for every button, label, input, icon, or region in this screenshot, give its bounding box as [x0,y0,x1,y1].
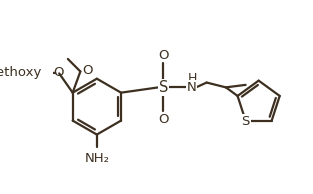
Text: methoxy: methoxy [0,66,42,79]
Text: H: H [187,72,197,85]
Text: O: O [53,66,64,79]
Text: O: O [82,64,93,77]
Text: O: O [158,49,168,62]
Text: O: O [158,113,168,126]
Text: S: S [241,115,250,128]
Text: S: S [159,80,168,95]
Text: NH₂: NH₂ [84,152,109,165]
Text: methoxy: methoxy [60,57,66,59]
Text: N: N [186,81,196,94]
